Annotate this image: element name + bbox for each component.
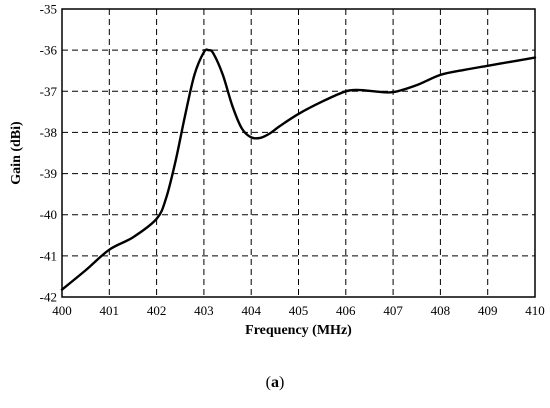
x-tick-label: 401 <box>100 303 120 318</box>
plot-frame <box>61 8 536 298</box>
grid-lines <box>62 9 535 297</box>
x-tick-label: 402 <box>147 303 167 318</box>
y-tick-label: -41 <box>40 248 57 263</box>
y-axis-label: Gain (dBi) <box>9 121 24 185</box>
y-tick-label: -38 <box>40 125 57 140</box>
x-axis-label: Frequency (MHz) <box>245 323 352 338</box>
x-tick-label: 407 <box>383 303 403 318</box>
gain-series-line <box>60 48 537 291</box>
x-tick-label: 403 <box>194 303 214 318</box>
x-tick-label: 409 <box>478 303 498 318</box>
y-tick-label: -42 <box>40 290 57 305</box>
x-tick-label: 405 <box>289 303 309 318</box>
caption-letter: a <box>271 374 279 391</box>
y-tick-label: -37 <box>40 84 58 99</box>
y-tick-label: -40 <box>40 207 57 222</box>
x-tick-label: 410 <box>525 303 545 318</box>
y-tick-label: -36 <box>40 43 58 58</box>
x-tick-label: 408 <box>431 303 451 318</box>
y-tick-label: -39 <box>40 166 57 181</box>
y-tick-labels: -35 -36 -37 -38 -39 -40 -41 -42 <box>40 2 58 305</box>
x-tick-label: 406 <box>336 303 356 318</box>
x-tick-labels: 400 401 402 403 404 405 406 407 408 409 410 <box>52 303 545 318</box>
gain-vs-frequency-chart: 400 401 402 403 404 405 406 407 408 409 410 -35 -36… <box>9 2 545 339</box>
figure-caption: (a) <box>265 374 285 391</box>
y-tick-label: -35 <box>40 2 57 17</box>
x-tick-label: 400 <box>52 303 72 318</box>
x-tick-label: 404 <box>241 303 261 318</box>
